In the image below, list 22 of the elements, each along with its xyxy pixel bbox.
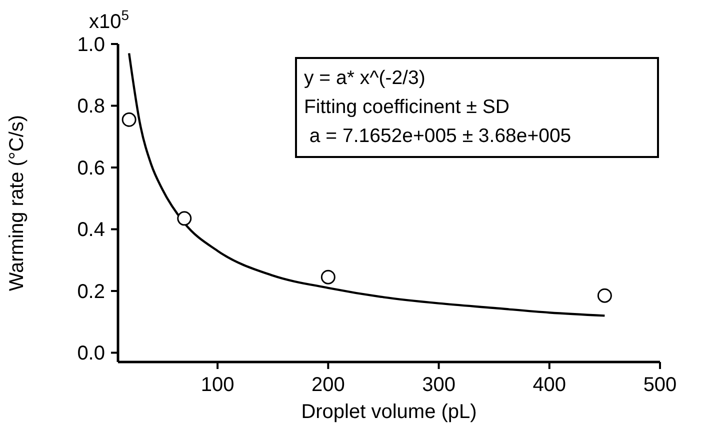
y-tick-label: 0.2 <box>77 280 105 303</box>
annotation: a = 7.1652e+005 ± 3.68e+005 <box>308 124 572 149</box>
y-axis-title: Warming rate (°C/s) <box>6 114 28 292</box>
x-axis-title: Droplet volume (pL) <box>301 401 477 423</box>
annotation: Fitting coefficinent ± SD <box>304 95 510 120</box>
annotation: y = a* x^(-2/3) <box>304 66 426 91</box>
y-tick-label: 1.0 <box>77 34 105 56</box>
text: x10$^{5}$ <box>89 7 130 33</box>
y-tick-label: 0.4 <box>77 219 105 242</box>
y-tick-label: 0.6 <box>77 157 105 180</box>
y-tick-label: 0.8 <box>77 96 105 118</box>
x-tick-label: 500 <box>643 374 677 396</box>
point <box>177 211 192 226</box>
x-tick-label: 200 <box>311 374 345 396</box>
point <box>320 270 336 284</box>
point <box>122 112 136 127</box>
note-box: y = a* x^(-2/3) Fitting coefficinent ± SD a = 7.1652e+005 ± 3.68e+005 <box>295 57 659 158</box>
x-tick-label: 300 <box>422 374 456 396</box>
point <box>597 288 612 303</box>
x-tick-label: 100 <box>200 374 234 396</box>
y-tick-label: 0.0 <box>77 342 105 365</box>
x-tick-label: 400 <box>532 374 566 396</box>
